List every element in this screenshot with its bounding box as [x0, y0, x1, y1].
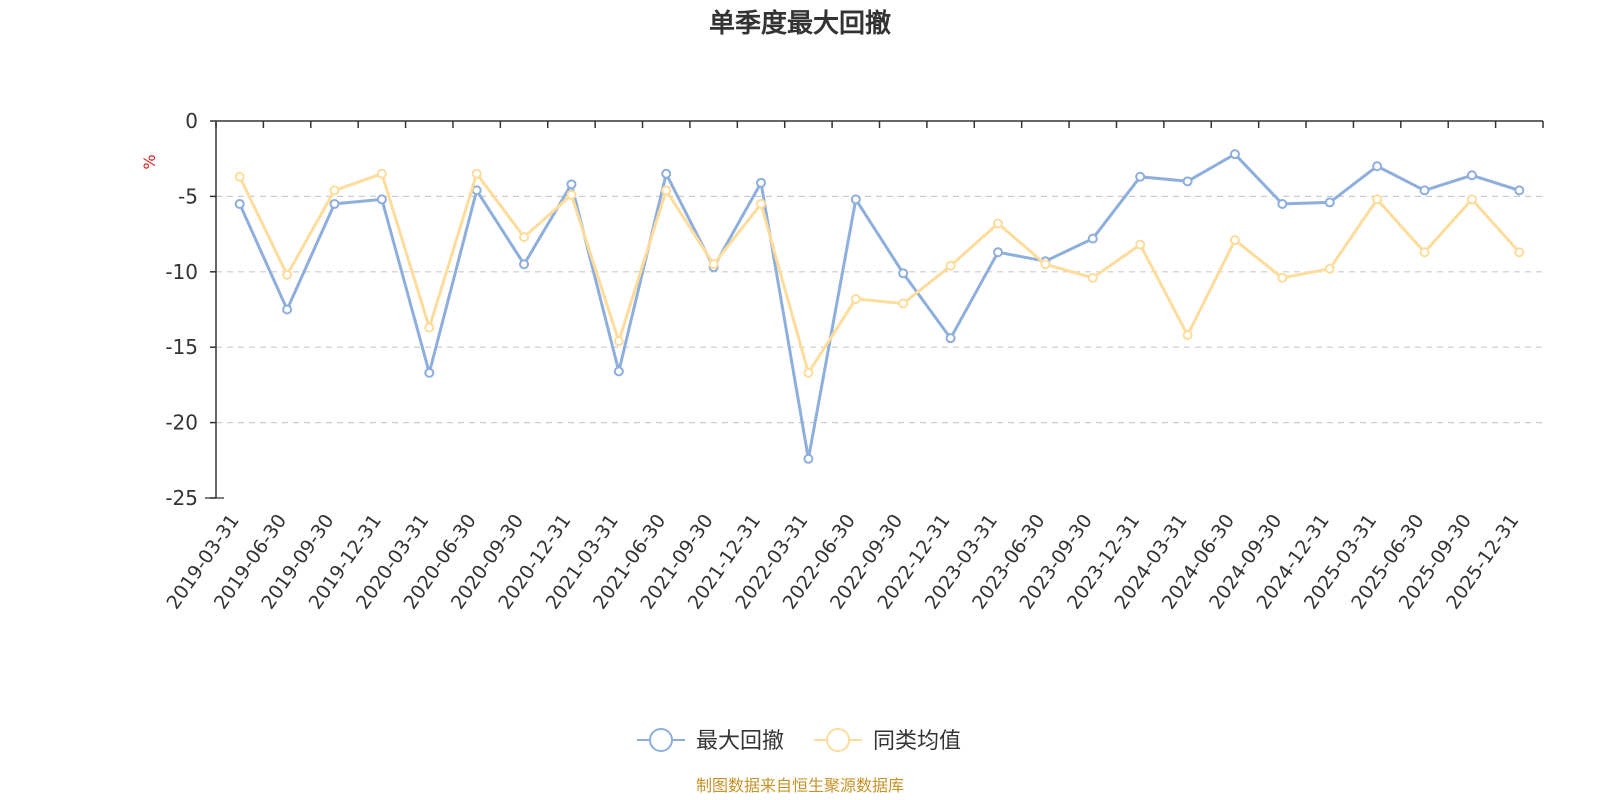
y-tick-label: -25 [165, 486, 198, 510]
data-point[interactable] [329, 198, 340, 209]
data-point[interactable] [661, 185, 672, 196]
data-point[interactable] [376, 194, 387, 205]
data-point[interactable] [1087, 272, 1098, 283]
data-point[interactable] [424, 367, 435, 378]
data-point[interactable] [850, 293, 861, 304]
data-point[interactable] [1040, 259, 1051, 270]
data-point[interactable] [945, 260, 956, 271]
y-tick-label: -5 [178, 184, 198, 208]
legend-marker [826, 728, 850, 752]
data-point[interactable] [1419, 185, 1430, 196]
data-point[interactable] [1135, 171, 1146, 182]
y-tick-label: -20 [165, 411, 198, 435]
legend-label: 同类均值 [873, 729, 961, 754]
data-point[interactable] [424, 322, 435, 333]
grid-lines [216, 195, 1543, 424]
legend-item[interactable]: 同类均值 [814, 728, 961, 754]
data-point[interactable] [1229, 149, 1240, 160]
legend-marker [649, 728, 673, 752]
data-point[interactable] [376, 168, 387, 179]
data-point[interactable] [613, 366, 624, 377]
data-point[interactable] [1182, 176, 1193, 187]
data-point[interactable] [613, 336, 624, 347]
y-tick-label: -10 [165, 260, 198, 284]
data-point[interactable] [1087, 233, 1098, 244]
data-point[interactable] [1229, 235, 1240, 246]
data-point[interactable] [803, 453, 814, 464]
data-point[interactable] [519, 259, 530, 270]
data-point[interactable] [329, 185, 340, 196]
data-point[interactable] [1514, 185, 1525, 196]
data-point[interactable] [708, 259, 719, 270]
data-point[interactable] [898, 268, 909, 279]
data-point[interactable] [756, 177, 767, 188]
series-line [238, 152, 1520, 461]
data-point[interactable] [1466, 194, 1477, 205]
data-point[interactable] [1514, 247, 1525, 258]
data-point[interactable] [471, 168, 482, 179]
y-axis-unit: % [140, 154, 159, 169]
data-point[interactable] [1324, 263, 1335, 274]
series-line [238, 172, 1521, 375]
data-point[interactable] [1277, 272, 1288, 283]
axes: 0-5-10-15-20-252019-03-312019-06-302019-… [162, 109, 1544, 613]
data-point[interactable] [992, 218, 1003, 229]
series-2 [234, 168, 1525, 378]
data-point[interactable] [282, 269, 293, 280]
data-point[interactable] [1182, 330, 1193, 341]
data-point[interactable] [282, 304, 293, 315]
legend[interactable]: 最大回撤 同类均值 [637, 728, 961, 754]
data-point[interactable] [756, 198, 767, 209]
data-point[interactable] [898, 298, 909, 309]
data-point[interactable] [1372, 161, 1383, 172]
data-point[interactable] [1372, 194, 1383, 205]
data-point[interactable] [992, 247, 1003, 258]
series-layer [234, 149, 1525, 464]
y-tick-label: -15 [165, 335, 198, 359]
legend-label: 最大回撤 [696, 729, 784, 754]
data-point[interactable] [234, 171, 245, 182]
data-point[interactable] [1419, 247, 1430, 258]
y-tick-label: 0 [185, 109, 198, 133]
data-point[interactable] [803, 367, 814, 378]
data-point[interactable] [1277, 198, 1288, 209]
data-point[interactable] [1135, 239, 1146, 250]
data-point[interactable] [234, 198, 245, 209]
data-point[interactable] [566, 179, 577, 190]
legend-item[interactable]: 最大回撤 [637, 728, 784, 754]
data-point[interactable] [850, 194, 861, 205]
chart-title: 单季度最大回撤 [709, 8, 891, 39]
source-note: 制图数据来自恒生聚源数据库 [696, 776, 904, 795]
data-point[interactable] [519, 232, 530, 243]
data-point[interactable] [566, 189, 577, 200]
data-point[interactable] [1466, 170, 1477, 181]
data-point[interactable] [1324, 197, 1335, 208]
data-point[interactable] [945, 333, 956, 344]
data-point[interactable] [661, 168, 672, 179]
series-1 [234, 149, 1525, 464]
